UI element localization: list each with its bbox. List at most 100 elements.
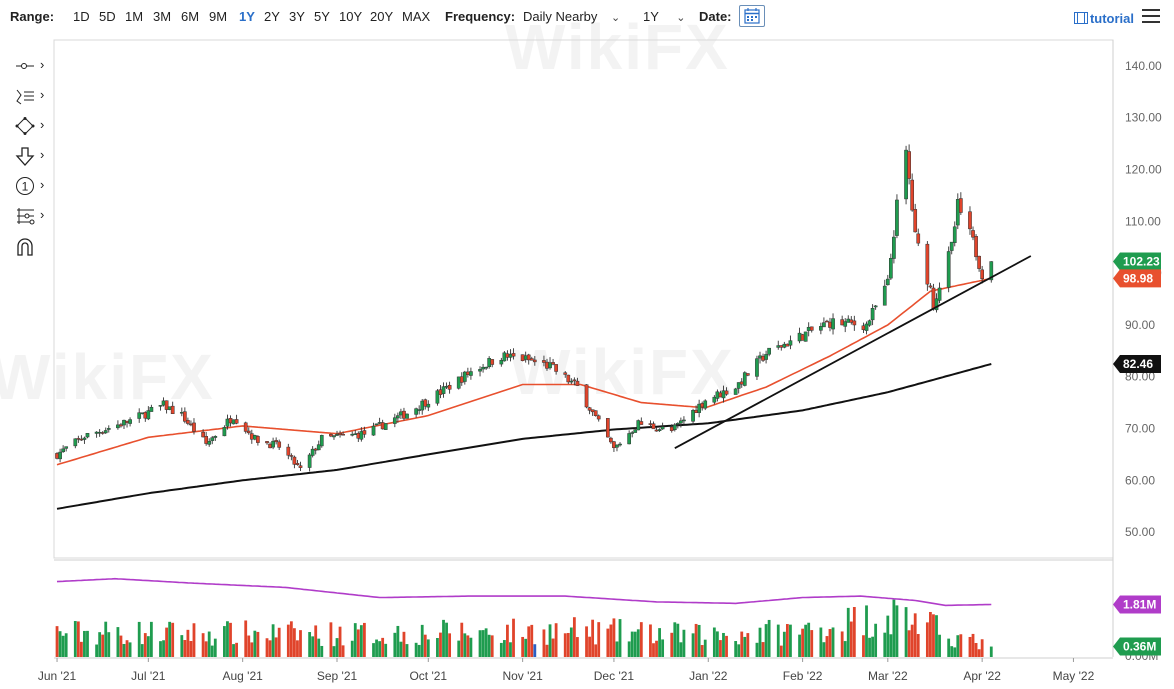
candle-down[interactable] — [785, 343, 790, 347]
candle-down[interactable] — [566, 374, 571, 383]
volume-bar[interactable] — [362, 622, 366, 657]
candle-up[interactable] — [870, 308, 875, 321]
candle-up[interactable] — [222, 427, 227, 437]
candle-up[interactable] — [788, 340, 793, 346]
candle-up[interactable] — [73, 438, 78, 447]
candle-up[interactable] — [618, 443, 622, 446]
magnet-tool[interactable] — [10, 234, 54, 258]
candle-down[interactable] — [968, 211, 972, 230]
candle-down[interactable] — [286, 446, 291, 456]
candle-up[interactable] — [955, 199, 960, 226]
volume-bar[interactable] — [789, 624, 792, 657]
candle-up[interactable] — [85, 433, 90, 438]
candle-up[interactable] — [776, 345, 781, 348]
volume-bar[interactable] — [566, 632, 570, 657]
candle-down[interactable] — [295, 463, 300, 466]
candle-down[interactable] — [532, 359, 537, 363]
candle-down[interactable] — [228, 418, 233, 424]
range-1y-button[interactable]: 1Y — [239, 9, 255, 24]
volume-bar[interactable] — [256, 631, 260, 657]
candle-down[interactable] — [243, 422, 248, 432]
candle-up[interactable] — [462, 371, 467, 382]
volume-bar[interactable] — [548, 624, 552, 657]
candle-up[interactable] — [487, 358, 492, 368]
candle-up[interactable] — [179, 412, 184, 414]
volume-bar[interactable] — [375, 639, 378, 657]
volume-bar[interactable] — [420, 624, 424, 657]
candle-up[interactable] — [755, 358, 759, 377]
candle-down[interactable] — [520, 354, 525, 361]
candle-up[interactable] — [252, 435, 257, 440]
candle-up[interactable] — [82, 437, 87, 440]
candle-down[interactable] — [779, 345, 784, 348]
volume-bar[interactable] — [968, 636, 972, 657]
volume-bar[interactable] — [192, 623, 196, 657]
volume-bar[interactable] — [402, 631, 406, 657]
period-select[interactable]: 1Y ⌄ — [643, 9, 686, 24]
candle-down[interactable] — [545, 361, 549, 369]
volume-bar[interactable] — [916, 634, 920, 657]
volume-bar[interactable] — [289, 621, 293, 657]
annotation-tool[interactable]: 1 › — [10, 174, 54, 198]
volume-bar[interactable] — [661, 639, 665, 657]
volume-bar[interactable] — [871, 636, 874, 657]
candle-down[interactable] — [298, 465, 303, 468]
volume-bar[interactable] — [849, 621, 853, 657]
candle-down[interactable] — [170, 405, 175, 414]
volume-bar[interactable] — [801, 628, 805, 657]
candle-down[interactable] — [910, 179, 915, 211]
candle-up[interactable] — [895, 199, 899, 236]
volume-bar[interactable] — [359, 625, 363, 657]
candle-down[interactable] — [669, 426, 674, 431]
candle-down[interactable] — [79, 438, 84, 441]
candle-up[interactable] — [657, 429, 662, 431]
volume-bar[interactable] — [165, 627, 168, 657]
candle-up[interactable] — [319, 435, 324, 447]
candle-down[interactable] — [575, 380, 580, 386]
volume-bar[interactable] — [274, 637, 278, 657]
volume-bar[interactable] — [445, 622, 448, 657]
volume-bar[interactable] — [636, 629, 640, 657]
candle-up[interactable] — [660, 426, 665, 430]
volume-bar[interactable] — [545, 644, 549, 657]
candle-down[interactable] — [745, 373, 750, 376]
volume-bar[interactable] — [895, 605, 899, 657]
volume-bar[interactable] — [417, 644, 421, 657]
candle-down[interactable] — [828, 321, 832, 328]
volume-bar[interactable] — [159, 641, 162, 657]
volume-bar[interactable] — [907, 630, 911, 657]
candle-down[interactable] — [265, 441, 269, 444]
volume-bar[interactable] — [448, 633, 452, 657]
volume-bar[interactable] — [286, 624, 290, 657]
volume-bar[interactable] — [162, 640, 165, 657]
candle-up[interactable] — [679, 420, 683, 424]
candle-up[interactable] — [523, 355, 528, 360]
volume-bar[interactable] — [186, 629, 190, 657]
volume-bar[interactable] — [810, 630, 814, 657]
volume-bar[interactable] — [335, 638, 339, 657]
volume-bar[interactable] — [953, 647, 957, 657]
candle-down[interactable] — [654, 429, 659, 432]
candle-up[interactable] — [435, 390, 440, 404]
volume-bar[interactable] — [277, 627, 281, 657]
volume-bar[interactable] — [125, 640, 129, 657]
candle-down[interactable] — [268, 443, 272, 449]
volume-bar[interactable] — [606, 628, 610, 657]
volume-bar[interactable] — [122, 643, 126, 657]
candle-up[interactable] — [499, 359, 504, 365]
volume-bar[interactable] — [338, 626, 342, 657]
volume-bar[interactable] — [378, 641, 382, 657]
candle-up[interactable] — [946, 251, 951, 288]
candle-down[interactable] — [76, 438, 81, 440]
volume-bar[interactable] — [235, 642, 238, 657]
candle-up[interactable] — [207, 441, 212, 445]
volume-bar[interactable] — [554, 623, 558, 657]
volume-bar[interactable] — [576, 637, 579, 657]
candle-up[interactable] — [481, 366, 485, 370]
candle-up[interactable] — [721, 390, 726, 399]
volume-bar[interactable] — [551, 638, 555, 657]
candle-up[interactable] — [764, 354, 768, 360]
volume-bar[interactable] — [563, 633, 567, 657]
volume-bar[interactable] — [423, 634, 427, 657]
volume-bar[interactable] — [487, 634, 491, 657]
